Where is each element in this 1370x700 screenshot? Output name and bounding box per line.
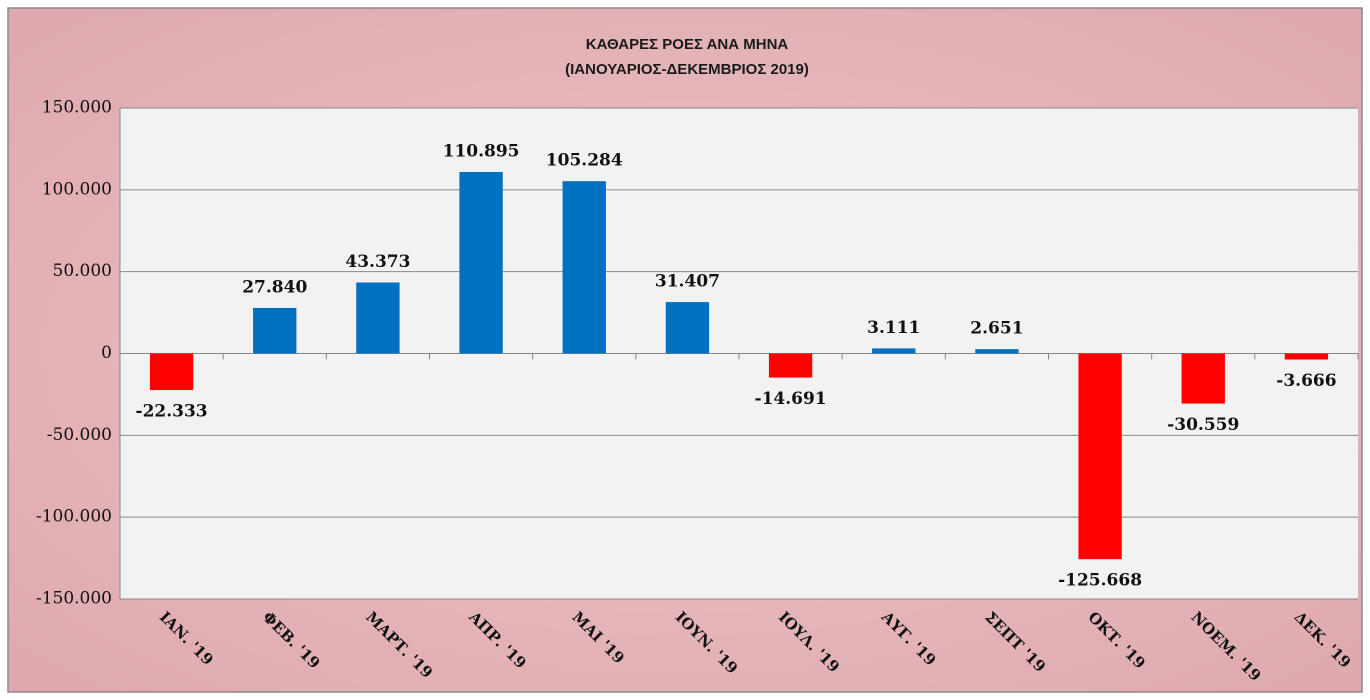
bar <box>872 348 916 354</box>
data-label: -125.668 <box>1058 571 1142 591</box>
bar <box>149 353 194 391</box>
bar <box>975 349 1019 354</box>
y-tick-label: -150.000 <box>36 589 112 609</box>
data-label: -14.691 <box>755 389 827 409</box>
data-label: 110.895 <box>443 142 520 162</box>
bar <box>459 172 503 354</box>
y-tick-label: -100.000 <box>36 507 112 527</box>
data-label: 43.373 <box>345 252 410 272</box>
bar <box>1284 353 1329 360</box>
y-tick-label: 0 <box>101 343 112 363</box>
data-label: -30.559 <box>1167 415 1239 435</box>
bar <box>253 307 297 354</box>
bar <box>1181 353 1225 404</box>
data-label: 2.651 <box>970 319 1023 339</box>
bar <box>665 302 710 354</box>
data-label: 3.111 <box>867 318 920 338</box>
y-tick-label: 50.000 <box>53 261 112 281</box>
data-label: 31.407 <box>655 272 720 292</box>
data-label: -22.333 <box>136 402 208 422</box>
chart-subtitle: (ΙΑΝΟΥΑΡΙΟΣ-ΔΕΚΕΜΒΡΙΟΣ 2019) <box>565 61 809 78</box>
chart-title: ΚΑΘΑΡΕΣ ΡΟΕΣ ΑΝΑ ΜΗΝΑ <box>586 36 789 53</box>
bar <box>768 353 813 378</box>
data-label: 27.840 <box>242 277 307 297</box>
y-tick-label: 150.000 <box>42 98 112 118</box>
bar <box>562 181 606 354</box>
data-label: -3.666 <box>1276 371 1336 391</box>
bar <box>1078 353 1122 560</box>
data-label: 105.284 <box>546 151 623 171</box>
bar <box>356 282 400 354</box>
y-tick-label: 100.000 <box>42 179 112 199</box>
y-tick-label: -50.000 <box>47 425 112 445</box>
